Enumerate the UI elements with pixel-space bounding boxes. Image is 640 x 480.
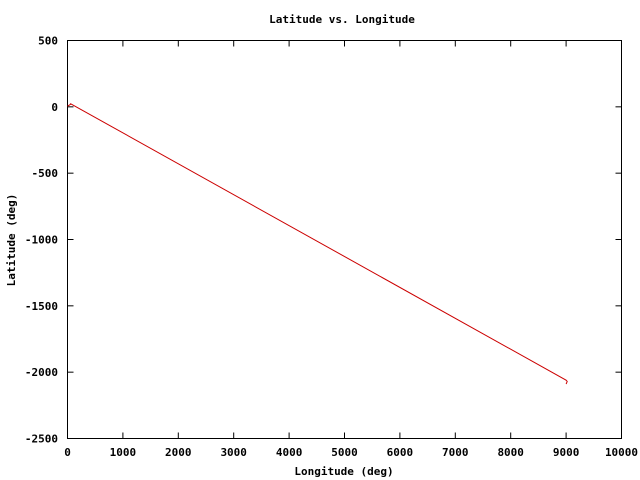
x-tick-label: 2000	[165, 446, 192, 459]
x-tick-label: 10000	[605, 446, 638, 459]
x-tick-label: 4000	[276, 446, 303, 459]
y-tick-label: -500	[32, 167, 59, 180]
series-line	[67, 103, 568, 385]
x-tick-label: 3000	[220, 446, 247, 459]
x-tick-label: 5000	[331, 446, 358, 459]
x-axis-label: Longitude (deg)	[294, 465, 393, 478]
y-axis-label: Latitude (deg)	[5, 194, 18, 287]
x-tick-label: 7000	[442, 446, 469, 459]
y-tick-label: -1000	[25, 234, 58, 247]
chart-title: Latitude vs. Longitude	[269, 13, 415, 26]
x-axis: 0 1000 2000 3000 4000 5000 6000 7000 8000 9000 100…	[64, 40, 638, 459]
y-axis: 500 0 -500 -1000 -1500 -2000 -2500	[25, 35, 622, 446]
plot-frame	[67, 40, 622, 439]
y-tick-label: 500	[38, 35, 58, 48]
x-tick-label: 1000	[110, 446, 137, 459]
y-tick-label: -2000	[25, 366, 58, 379]
x-tick-label: 6000	[387, 446, 414, 459]
x-tick-label: 9000	[553, 446, 580, 459]
series-layer	[67, 103, 568, 385]
y-tick-label: -2500	[25, 433, 58, 446]
x-tick-label: 0	[64, 446, 71, 459]
y-tick-label: 0	[51, 101, 58, 114]
y-tick-label: -1500	[25, 300, 58, 313]
x-tick-label: 8000	[497, 446, 524, 459]
